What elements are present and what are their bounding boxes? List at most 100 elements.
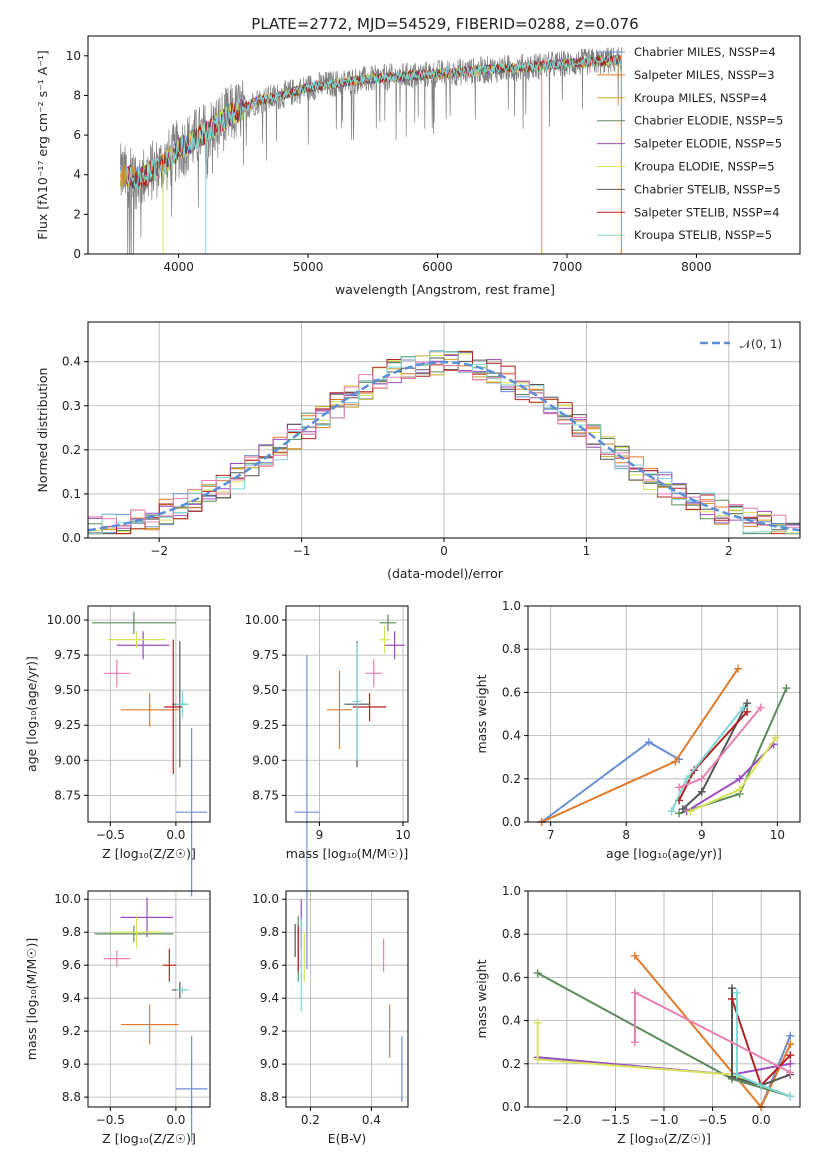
x-tick-label: −2.0 [552, 1113, 581, 1127]
series-line [541, 740, 680, 823]
point-marker [743, 707, 752, 716]
figure-title: PLATE=2772, MJD=54529, FIBERID=0288, z=0… [251, 15, 638, 33]
point-marker [734, 664, 743, 673]
y-tick-label: 6 [73, 128, 81, 142]
y-tick-label: 0.4 [62, 355, 81, 369]
x-axis-label: Z [log₁₀(Z/Z☉)] [102, 846, 196, 861]
y-tick-label: 0.2 [502, 1057, 521, 1071]
age-massweight-panel: 7 8 9 10 0.0 0.2 0.4 0.6 0.8 1.0 age [log₁₀(age/yr… [474, 599, 801, 861]
y-tick-label: 0.4 [502, 729, 521, 743]
point-marker [675, 809, 684, 818]
legend-label: Chabrier ELODIE, NSSP=5 [634, 114, 783, 128]
axes-frame [527, 605, 801, 823]
point-marker [757, 1081, 766, 1090]
legend-label: Salpeter MILES, NSSP=3 [634, 68, 775, 82]
y-tick-label: 9.25 [54, 718, 81, 732]
point-marker [732, 1070, 741, 1079]
point-marker [644, 738, 653, 747]
y-tick-label: 9.50 [252, 683, 279, 697]
y-tick-label: 10 [66, 49, 81, 63]
series-line [731, 988, 791, 1087]
legend-label: 𝒩(0, 1) [740, 337, 782, 351]
x-tick-label: 9 [698, 828, 706, 842]
y-tick-label: 9.00 [54, 753, 81, 767]
normal-curve [88, 360, 800, 532]
y-tick-label: 9.4 [62, 991, 81, 1005]
y-tick-label: 0.6 [502, 685, 521, 699]
y-tick-label: 9.8 [260, 925, 279, 939]
point-marker [735, 774, 744, 783]
point-marker [786, 1068, 795, 1077]
point-marker [786, 1051, 795, 1060]
y-tick-label: 1.0 [502, 599, 521, 613]
y-tick-label: 9.25 [252, 718, 279, 732]
x-tick-label: 4000 [163, 260, 194, 274]
axes-frame [87, 605, 211, 823]
y-axis-label: age [log₁₀(age/yr)] [24, 656, 39, 772]
y-axis-label: Normed distribution [35, 368, 50, 493]
z-massweight-panel: −2.0 −1.5 −1.0 −0.5 0.0 0.0 0.2 0.4 0.6 0.8 1.0 Z [… [474, 884, 801, 1146]
x-tick-label: −0.5 [698, 1113, 727, 1127]
x-axis-label: Z [log₁₀(Z/Z☉)] [617, 1131, 711, 1146]
spectrum-panel: 4000 5000 6000 7000 8000 0 2 4 6 8 10 Chabrier MILE… [35, 35, 801, 297]
y-tick-label: 10.0 [252, 892, 279, 906]
y-tick-label: 0.8 [502, 927, 521, 941]
x-axis-label: (data-model)/error [387, 566, 504, 581]
y-tick-label: 0.0 [502, 1100, 521, 1114]
y-tick-label: 8 [73, 88, 81, 102]
point-marker [756, 703, 765, 712]
x-tick-label: 7000 [552, 260, 583, 274]
y-tick-label: 0.2 [502, 772, 521, 786]
legend-label: Chabrier STELIB, NSSP=5 [634, 182, 781, 196]
y-tick-label: 0 [73, 247, 81, 261]
y-tick-label: 1.0 [502, 884, 521, 898]
y-tick-label: 8.75 [54, 788, 81, 802]
spectrum-lines [119, 47, 622, 254]
y-tick-label: 9.4 [260, 991, 279, 1005]
hist-pink [88, 361, 800, 528]
y-tick-label: 0.1 [62, 487, 81, 501]
y-tick-label: 0.4 [502, 1014, 521, 1028]
x-tick-label: 0.0 [166, 1113, 185, 1127]
z-mass-panel: −0.5 0.0 8.8 9.0 9.2 9.4 9.6 9.8 10.0 Z [log₁₀(Z/… [24, 890, 211, 1146]
model-kroupa_stelib [126, 54, 622, 191]
ebv-mass-panel: 0.2 0.4 8.8 9.0 9.2 9.4 9.6 9.8 10.0 E(B-V) [252, 890, 409, 1146]
axes-frame [285, 890, 409, 1108]
axes-frame [87, 890, 211, 1108]
legend-label: Kroupa ELODIE, NSSP=5 [634, 160, 775, 174]
hist-kroupa_stelib [88, 350, 800, 535]
y-tick-label: 9.0 [62, 1057, 81, 1071]
point-marker [786, 1031, 795, 1040]
x-axis-label: mass [log₁₀(M/M☉)] [286, 846, 408, 861]
x-tick-label: 0 [440, 544, 448, 558]
x-tick-label: 8000 [681, 260, 712, 274]
y-axis-label: mass weight [474, 674, 489, 753]
x-tick-label: −1.0 [649, 1113, 678, 1127]
y-tick-label: 8.8 [62, 1090, 81, 1104]
y-tick-label: 9.6 [62, 958, 81, 972]
axes-frame [527, 890, 801, 1108]
mass-age-panel: 9 10 8.75 9.00 9.25 9.50 9.75 10.00 mass [log₁₀(… [245, 605, 411, 970]
point-marker [771, 733, 780, 742]
y-tick-label: 9.6 [260, 958, 279, 972]
series-line [735, 992, 791, 1098]
y-tick-label: 0.3 [62, 399, 81, 413]
y-axis-label: Flux [fλ10⁻¹⁷ erg cm⁻² s⁻¹ A⁻¹] [35, 50, 50, 239]
y-tick-label: 10.0 [54, 892, 81, 906]
point-marker [671, 757, 680, 766]
x-tick-label: 10 [395, 828, 410, 842]
x-tick-label: −2 [150, 544, 168, 558]
x-tick-label: 1 [583, 544, 591, 558]
y-tick-label: 9.00 [252, 753, 279, 767]
x-axis-label: E(B-V) [328, 1131, 367, 1146]
point-marker [739, 703, 748, 712]
series-line [686, 743, 775, 813]
point-marker [667, 807, 676, 816]
point-marker [732, 988, 741, 997]
y-tick-label: 0.0 [502, 815, 521, 829]
axes-frame [285, 605, 409, 823]
legend-label: Chabrier MILES, NSSP=4 [634, 45, 776, 59]
point-marker [630, 1038, 639, 1047]
series-line [678, 687, 788, 815]
